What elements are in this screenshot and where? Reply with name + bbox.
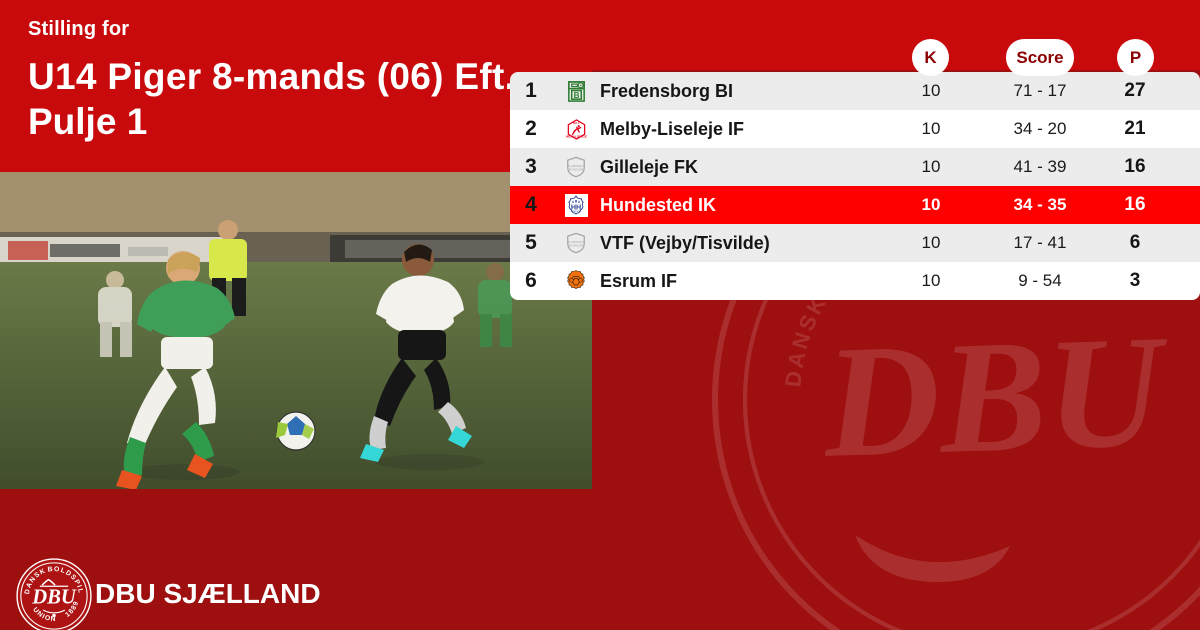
svg-text:DBU: DBU (31, 587, 77, 609)
svg-text:BYHOLER: BYHOLER (569, 167, 585, 171)
svg-text:BYHOLER: BYHOLER (569, 243, 585, 247)
svg-text:MELBY-LISELEJE: MELBY-LISELEJE (565, 135, 586, 138)
svg-text:MLL: MLL (573, 121, 580, 125)
svg-text:B: B (573, 91, 579, 100)
svg-text:HUNDESTED: HUNDESTED (571, 211, 582, 213)
svg-text:DBU: DBU (819, 301, 1172, 491)
